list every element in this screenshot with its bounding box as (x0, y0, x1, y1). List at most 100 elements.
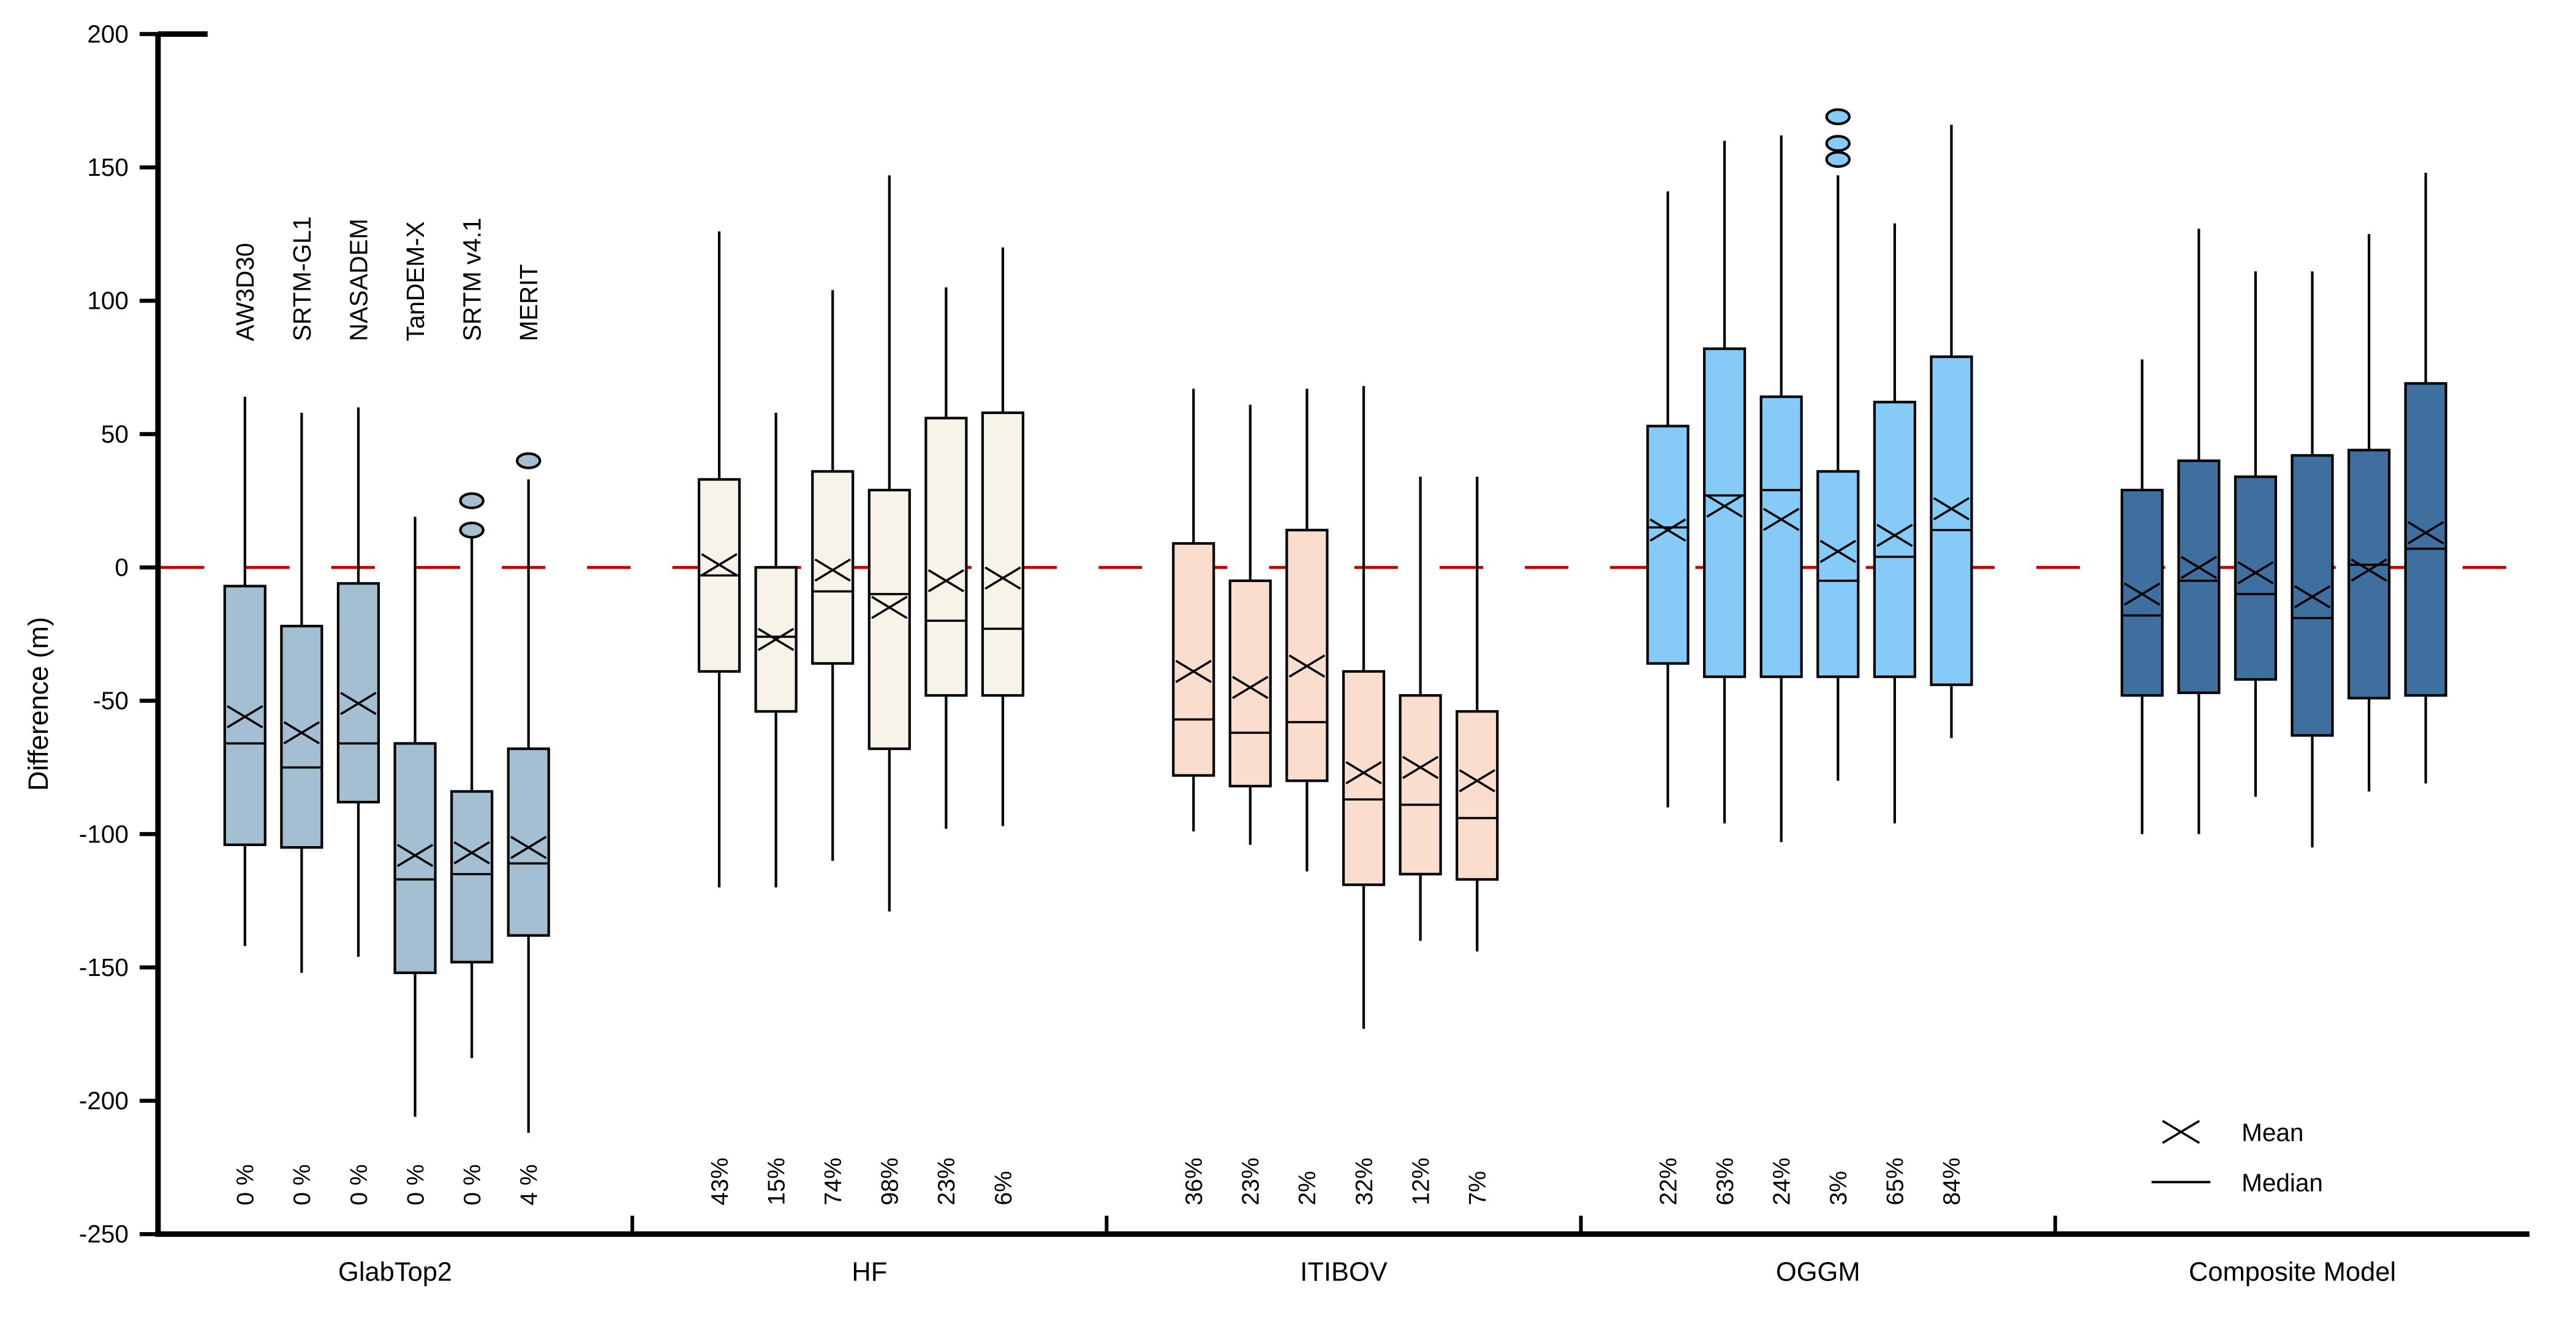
group-4-box-4-outlier (1825, 108, 1851, 126)
group-1-box-6-mean-marker (510, 836, 547, 860)
group-1-box-1-iqr-box (223, 584, 266, 846)
group-3-box-2-percent-label: 23% (1238, 1158, 1264, 1206)
group-1-box-5-iqr-box (450, 790, 494, 964)
group-2-box-5-mean-marker (927, 569, 965, 592)
group-4-box-3-mean-marker (1762, 507, 1800, 531)
group-5-box-2-mean-marker (2180, 556, 2218, 580)
group-3-box-1-iqr-box (1172, 542, 1215, 777)
group-3-box-5-mean-marker (1402, 755, 1439, 779)
y-tick-label--150: -150 (79, 953, 129, 981)
group-1-box-5-mean-marker (453, 841, 490, 864)
group-3-box-4-iqr-box (1342, 670, 1386, 887)
group-5-box-5-iqr-box (2347, 448, 2391, 700)
group-3-box-3-percent-label: 2% (1294, 1171, 1321, 1205)
group-5-box-1-mean-marker (2124, 582, 2161, 606)
group-5-box-3-iqr-box (2234, 475, 2278, 681)
group-4-box-1-percent-label: 22% (1655, 1158, 1682, 1206)
group-1-box-4-iqr-box (393, 742, 437, 974)
group-3-box-1-percent-label: 36% (1181, 1158, 1207, 1206)
dem-label-SRTM-GL1: SRTM-GL1 (288, 216, 316, 341)
dem-label-NASADEM: NASADEM (344, 219, 372, 341)
group-1-box-4-percent-label: 0 % (402, 1164, 429, 1205)
dem-label-SRTM v4.1: SRTM v4.1 (458, 217, 486, 341)
group-2-box-4-percent-label: 98% (877, 1158, 904, 1206)
group-5-box-6-iqr-box (2404, 382, 2447, 697)
group-4-box-5-mean-marker (1876, 524, 1913, 547)
group-label-OGGM: OGGM (1776, 1258, 1860, 1287)
group-5-box-1-iqr-box (2120, 488, 2164, 697)
group-4-box-2-mean-marker (1706, 494, 1743, 518)
group-4-box-2-iqr-box (1703, 347, 1747, 678)
group-2-box-3-percent-label: 74% (820, 1158, 847, 1206)
group-1-box-1-mean-marker (227, 705, 263, 728)
group-2-box-3-iqr-box (811, 470, 855, 665)
group-label-ITIBOV: ITIBOV (1300, 1258, 1388, 1287)
group-1-box-1-percent-label: 0 % (233, 1164, 259, 1205)
group-1-box-6-percent-label: 4 % (516, 1164, 543, 1205)
group-1-box-3-mean-marker (340, 692, 377, 716)
dem-label-AW3D30: AW3D30 (231, 243, 259, 341)
group-4-box-1-iqr-box (1646, 425, 1690, 665)
group-4-box-6-percent-label: 84% (1939, 1158, 1965, 1206)
dem-label-MERIT: MERIT (515, 264, 543, 341)
group-1-box-5-outlier (459, 492, 485, 510)
group-3-box-6-percent-label: 7% (1465, 1171, 1491, 1205)
group-2-box-4-iqr-box (867, 488, 911, 750)
group-2-box-6-iqr-box (981, 411, 1025, 697)
y-axis-title: Difference (m) (23, 617, 54, 791)
group-2-box-1-percent-label: 43% (707, 1158, 733, 1206)
group-3-box-2-mean-marker (1232, 676, 1269, 699)
group-4-box-1-mean-marker (1649, 518, 1686, 542)
group-4-box-2-percent-label: 63% (1712, 1158, 1739, 1206)
group-1-box-2-iqr-box (280, 624, 323, 849)
group-4-box-6-iqr-box (1930, 355, 1973, 686)
group-5-box-5-mean-marker (2351, 558, 2387, 582)
legend-mean-label: Mean (2242, 1119, 2303, 1147)
group-4-box-5-iqr-box (1873, 401, 1916, 678)
group-4-box-3-iqr-box (1759, 395, 1803, 678)
y-tick-label-100: 100 (87, 287, 129, 315)
group-4-box-4-outlier (1825, 151, 1851, 168)
group-1-box-3-percent-label: 0 % (346, 1164, 372, 1205)
group-label-Composite Model: Composite Model (2189, 1258, 2396, 1287)
group-label-HF: HF (852, 1258, 887, 1287)
group-1-box-5-outlier (459, 521, 485, 539)
group-3-box-4-mean-marker (1345, 761, 1382, 785)
group-label-GlabTop2: GlabTop2 (338, 1258, 452, 1287)
group-3-box-2-iqr-box (1228, 579, 1272, 788)
group-3-box-6-mean-marker (1459, 769, 1495, 793)
group-2-box-6-percent-label: 6% (991, 1171, 1017, 1205)
group-2-box-1-mean-marker (701, 553, 738, 577)
group-3-box-4-percent-label: 32% (1351, 1158, 1378, 1206)
group-3-box-6-iqr-box (1456, 710, 1499, 881)
group-2-box-2-mean-marker (757, 627, 795, 651)
group-1-box-4-mean-marker (396, 844, 434, 868)
y-tick-label--200: -200 (79, 1087, 129, 1115)
group-1-box-3-iqr-box (336, 582, 380, 804)
group-1-box-6-iqr-box (507, 747, 550, 937)
group-2-box-3-mean-marker (814, 558, 851, 582)
group-4-box-6-mean-marker (1933, 497, 1970, 521)
group-3-box-3-mean-marker (1288, 654, 1326, 678)
group-5-box-3-mean-marker (2237, 561, 2274, 584)
group-4-box-4-percent-label: 3% (1826, 1171, 1852, 1205)
group-4-box-3-percent-label: 24% (1769, 1158, 1795, 1206)
group-2-box-2-percent-label: 15% (763, 1158, 790, 1206)
group-5-box-4-iqr-box (2291, 454, 2334, 737)
y-tick-label-200: 200 (87, 20, 129, 48)
dem-label-TanDEM-X: TanDEM-X (401, 221, 429, 341)
group-3-box-3-iqr-box (1285, 529, 1329, 782)
group-1-box-2-mean-marker (283, 721, 320, 744)
y-tick-label-50: 50 (101, 420, 129, 448)
group-4-box-5-percent-label: 65% (1883, 1158, 1909, 1206)
group-2-box-5-percent-label: 23% (934, 1158, 960, 1206)
legend-mean-marker (2162, 1120, 2200, 1144)
y-tick-label-0: 0 (115, 553, 129, 581)
group-5-box-4-mean-marker (2294, 585, 2331, 608)
y-tick-label-150: 150 (87, 153, 129, 181)
group-3-box-1-mean-marker (1175, 660, 1212, 683)
group-2-box-6-mean-marker (984, 566, 1021, 590)
group-2-box-5-iqr-box (924, 417, 968, 697)
